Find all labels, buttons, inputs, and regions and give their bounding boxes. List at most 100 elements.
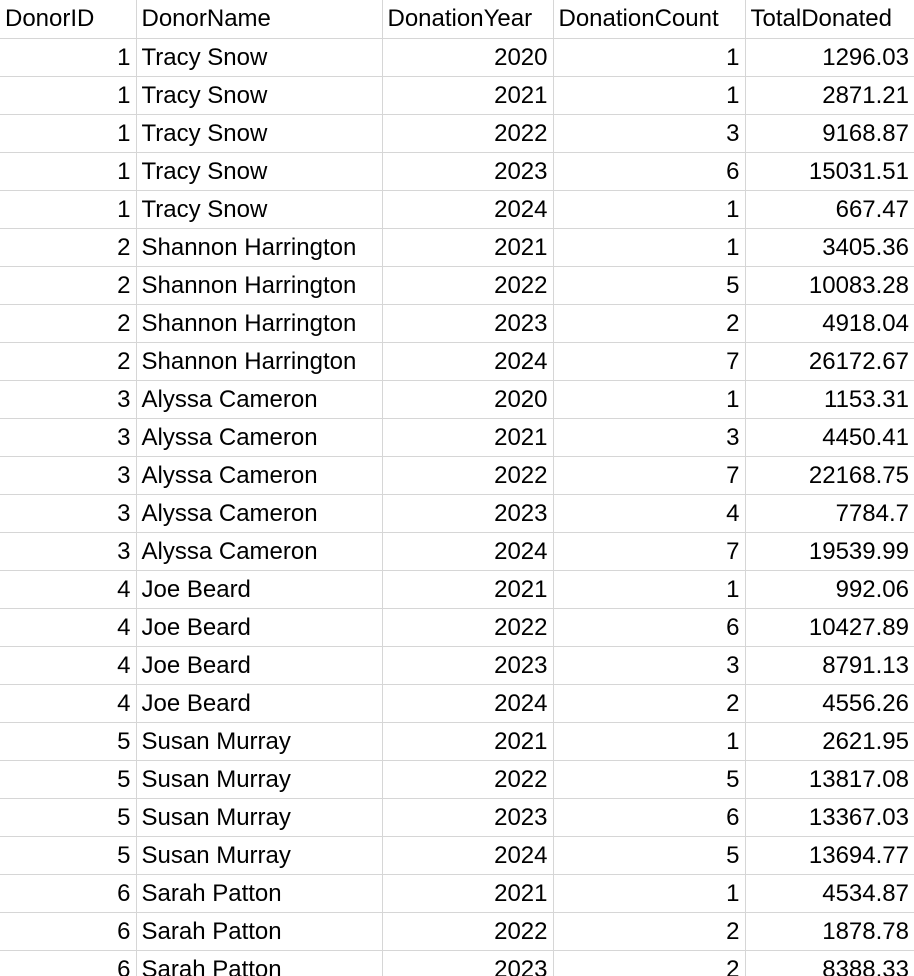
donor-id-cell[interactable]: 4: [0, 570, 137, 609]
donor-name-cell[interactable]: Tracy Snow: [136, 152, 383, 191]
header-cell-donation-count[interactable]: DonationCount: [553, 0, 746, 39]
donor-name-cell[interactable]: Shannon Harrington: [136, 342, 383, 381]
donor-id-cell[interactable]: 4: [0, 646, 137, 685]
donation-count-cell[interactable]: 6: [553, 152, 746, 191]
donation-year-cell[interactable]: 2020: [382, 380, 554, 419]
donation-year-cell[interactable]: 2021: [382, 418, 554, 457]
donor-id-cell[interactable]: 1: [0, 114, 137, 153]
donor-name-cell[interactable]: Joe Beard: [136, 608, 383, 647]
donor-id-cell[interactable]: 6: [0, 874, 137, 913]
total-donated-cell[interactable]: 10427.89: [745, 608, 914, 647]
donation-year-cell[interactable]: 2024: [382, 836, 554, 875]
donation-year-cell[interactable]: 2021: [382, 228, 554, 267]
total-donated-cell[interactable]: 8388.33: [745, 950, 914, 976]
total-donated-cell[interactable]: 19539.99: [745, 532, 914, 571]
donor-id-cell[interactable]: 1: [0, 38, 137, 77]
total-donated-cell[interactable]: 1878.78: [745, 912, 914, 951]
donor-name-cell[interactable]: Sarah Patton: [136, 874, 383, 913]
donor-name-cell[interactable]: Alyssa Cameron: [136, 532, 383, 571]
total-donated-cell[interactable]: 2871.21: [745, 76, 914, 115]
total-donated-cell[interactable]: 13694.77: [745, 836, 914, 875]
donation-count-cell[interactable]: 2: [553, 912, 746, 951]
donation-year-cell[interactable]: 2023: [382, 798, 554, 837]
total-donated-cell[interactable]: 667.47: [745, 190, 914, 229]
donor-id-cell[interactable]: 5: [0, 798, 137, 837]
donor-id-cell[interactable]: 1: [0, 190, 137, 229]
donor-id-cell[interactable]: 4: [0, 684, 137, 723]
donation-count-cell[interactable]: 5: [553, 836, 746, 875]
header-cell-donation-year[interactable]: DonationYear: [382, 0, 554, 39]
donation-year-cell[interactable]: 2020: [382, 38, 554, 77]
total-donated-cell[interactable]: 15031.51: [745, 152, 914, 191]
total-donated-cell[interactable]: 2621.95: [745, 722, 914, 761]
donation-count-cell[interactable]: 7: [553, 532, 746, 571]
donor-id-cell[interactable]: 1: [0, 76, 137, 115]
donation-count-cell[interactable]: 1: [553, 722, 746, 761]
total-donated-cell[interactable]: 992.06: [745, 570, 914, 609]
donor-name-cell[interactable]: Susan Murray: [136, 760, 383, 799]
donation-count-cell[interactable]: 3: [553, 418, 746, 457]
total-donated-cell[interactable]: 4450.41: [745, 418, 914, 457]
total-donated-cell[interactable]: 4556.26: [745, 684, 914, 723]
donation-count-cell[interactable]: 6: [553, 608, 746, 647]
donation-year-cell[interactable]: 2021: [382, 874, 554, 913]
donation-count-cell[interactable]: 2: [553, 304, 746, 343]
donor-name-cell[interactable]: Sarah Patton: [136, 950, 383, 976]
donor-name-cell[interactable]: Susan Murray: [136, 798, 383, 837]
total-donated-cell[interactable]: 26172.67: [745, 342, 914, 381]
donation-count-cell[interactable]: 7: [553, 456, 746, 495]
total-donated-cell[interactable]: 7784.7: [745, 494, 914, 533]
donor-id-cell[interactable]: 4: [0, 608, 137, 647]
donation-count-cell[interactable]: 7: [553, 342, 746, 381]
total-donated-cell[interactable]: 13817.08: [745, 760, 914, 799]
donation-year-cell[interactable]: 2023: [382, 950, 554, 976]
donation-count-cell[interactable]: 1: [553, 38, 746, 77]
donor-name-cell[interactable]: Susan Murray: [136, 836, 383, 875]
donor-id-cell[interactable]: 2: [0, 228, 137, 267]
donation-year-cell[interactable]: 2023: [382, 494, 554, 533]
donation-count-cell[interactable]: 5: [553, 266, 746, 305]
donation-count-cell[interactable]: 1: [553, 228, 746, 267]
donor-id-cell[interactable]: 6: [0, 912, 137, 951]
donation-year-cell[interactable]: 2023: [382, 646, 554, 685]
donation-count-cell[interactable]: 4: [553, 494, 746, 533]
donation-year-cell[interactable]: 2024: [382, 342, 554, 381]
total-donated-cell[interactable]: 3405.36: [745, 228, 914, 267]
total-donated-cell[interactable]: 1153.31: [745, 380, 914, 419]
donor-id-cell[interactable]: 3: [0, 494, 137, 533]
donation-year-cell[interactable]: 2022: [382, 266, 554, 305]
donation-count-cell[interactable]: 3: [553, 646, 746, 685]
total-donated-cell[interactable]: 13367.03: [745, 798, 914, 837]
donation-year-cell[interactable]: 2022: [382, 456, 554, 495]
total-donated-cell[interactable]: 8791.13: [745, 646, 914, 685]
total-donated-cell[interactable]: 4534.87: [745, 874, 914, 913]
donor-id-cell[interactable]: 5: [0, 836, 137, 875]
donation-year-cell[interactable]: 2021: [382, 76, 554, 115]
donation-count-cell[interactable]: 1: [553, 76, 746, 115]
donor-id-cell[interactable]: 2: [0, 304, 137, 343]
donor-name-cell[interactable]: Susan Murray: [136, 722, 383, 761]
donor-id-cell[interactable]: 5: [0, 722, 137, 761]
donation-count-cell[interactable]: 1: [553, 874, 746, 913]
donor-name-cell[interactable]: Alyssa Cameron: [136, 418, 383, 457]
donor-id-cell[interactable]: 3: [0, 456, 137, 495]
donor-name-cell[interactable]: Joe Beard: [136, 570, 383, 609]
header-cell-donor-name[interactable]: DonorName: [136, 0, 383, 39]
donation-count-cell[interactable]: 3: [553, 114, 746, 153]
donation-year-cell[interactable]: 2022: [382, 760, 554, 799]
donation-year-cell[interactable]: 2024: [382, 684, 554, 723]
donation-count-cell[interactable]: 6: [553, 798, 746, 837]
donor-name-cell[interactable]: Alyssa Cameron: [136, 380, 383, 419]
total-donated-cell[interactable]: 1296.03: [745, 38, 914, 77]
donor-id-cell[interactable]: 3: [0, 418, 137, 457]
donor-name-cell[interactable]: Shannon Harrington: [136, 304, 383, 343]
donor-id-cell[interactable]: 6: [0, 950, 137, 976]
donation-year-cell[interactable]: 2023: [382, 152, 554, 191]
donor-name-cell[interactable]: Alyssa Cameron: [136, 494, 383, 533]
donation-count-cell[interactable]: 1: [553, 570, 746, 609]
donation-year-cell[interactable]: 2023: [382, 304, 554, 343]
donor-name-cell[interactable]: Tracy Snow: [136, 190, 383, 229]
donation-count-cell[interactable]: 1: [553, 190, 746, 229]
donation-year-cell[interactable]: 2024: [382, 190, 554, 229]
donation-count-cell[interactable]: 2: [553, 684, 746, 723]
